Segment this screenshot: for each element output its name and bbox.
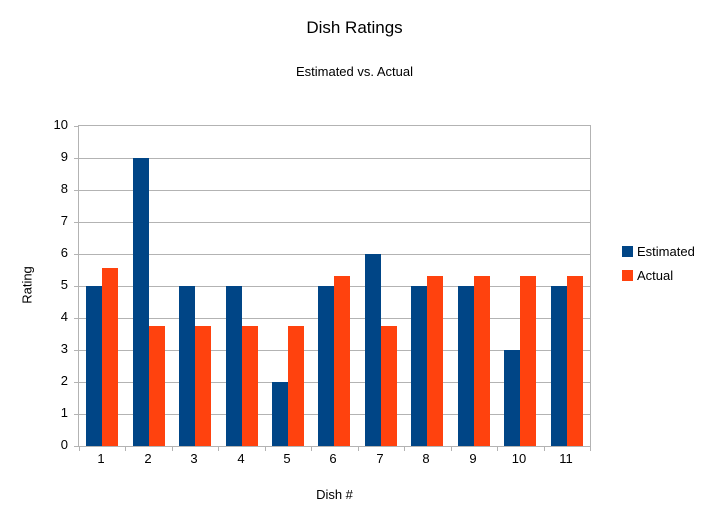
- gridline: [79, 254, 590, 255]
- y-tick-label: 10: [53, 117, 68, 132]
- x-tick-label: 10: [511, 451, 527, 466]
- x-tick-label: 8: [422, 451, 430, 466]
- bar-estimated-10: [504, 350, 520, 446]
- y-axis-tickmark: [74, 446, 78, 447]
- y-axis-tickmark: [74, 318, 78, 319]
- x-axis-tickmark: [218, 447, 219, 451]
- x-axis-tickmark: [590, 447, 591, 451]
- x-axis-tickmark: [451, 447, 452, 451]
- y-axis-tickmark: [74, 286, 78, 287]
- x-axis-tickmark: [172, 447, 173, 451]
- y-tick-label: 3: [60, 341, 68, 356]
- y-axis-tickmark: [74, 126, 78, 127]
- bar-actual-8: [427, 276, 443, 446]
- bar-actual-4: [242, 326, 258, 446]
- y-axis-tickmark: [74, 414, 78, 415]
- x-axis-tickmark: [265, 447, 266, 451]
- legend-swatch-estimated: [622, 246, 633, 257]
- y-axis-tickmark: [74, 254, 78, 255]
- y-axis-tickmark: [74, 350, 78, 351]
- x-tick-label: 6: [329, 451, 337, 466]
- bar-actual-5: [288, 326, 304, 446]
- x-tick-label: 1: [97, 451, 105, 466]
- chart-title: Dish Ratings: [306, 18, 403, 37]
- y-tick-label: 4: [60, 309, 68, 324]
- x-axis-tickmark: [125, 447, 126, 451]
- bar-actual-7: [381, 326, 397, 446]
- bar-actual-10: [520, 276, 536, 446]
- bar-actual-2: [149, 326, 165, 446]
- x-tick-label: 5: [283, 451, 291, 466]
- chart-subtitle: Estimated vs. Actual: [295, 64, 414, 79]
- y-tick-label: 5: [60, 277, 68, 292]
- y-tick-label: 9: [60, 149, 68, 164]
- bar-estimated-8: [411, 286, 427, 446]
- legend-label: Actual: [637, 268, 674, 283]
- bar-estimated-6: [318, 286, 334, 446]
- y-tick-label: 8: [60, 181, 68, 196]
- bar-actual-9: [474, 276, 490, 446]
- gridline: [79, 222, 590, 223]
- x-tick-label: 7: [376, 451, 384, 466]
- y-axis-tickmark: [74, 222, 78, 223]
- gridline: [79, 190, 590, 191]
- y-axis-tickmark: [74, 190, 78, 191]
- x-tick-label: 9: [469, 451, 477, 466]
- x-axis-tickmark: [544, 447, 545, 451]
- x-tick-label: 11: [559, 451, 573, 466]
- legend-item-actual: Actual: [622, 268, 695, 283]
- y-axis-tickmark: [74, 382, 78, 383]
- y-tick-label: 2: [60, 373, 68, 388]
- bar-estimated-4: [226, 286, 242, 446]
- y-axis-tickmark: [74, 158, 78, 159]
- bar-estimated-7: [365, 254, 381, 446]
- legend-label: Estimated: [637, 244, 695, 259]
- legend: Estimated Actual: [622, 244, 695, 292]
- bar-estimated-9: [458, 286, 474, 446]
- x-tick-label: 3: [190, 451, 198, 466]
- x-axis-tickmark: [404, 447, 405, 451]
- x-axis-title: Dish #: [316, 487, 353, 502]
- y-tick-label: 6: [60, 245, 68, 260]
- bar-actual-3: [195, 326, 211, 446]
- bar-estimated-5: [272, 382, 288, 446]
- bar-estimated-3: [179, 286, 195, 446]
- x-tick-label: 4: [237, 451, 245, 466]
- bar-estimated-1: [86, 286, 102, 446]
- x-axis-tickmark: [358, 447, 359, 451]
- x-axis-tickmark: [79, 447, 80, 451]
- y-tick-label: 1: [60, 405, 68, 420]
- x-axis-tickmark: [311, 447, 312, 451]
- bar-estimated-11: [551, 286, 567, 446]
- y-axis-title: Rating: [19, 266, 35, 304]
- x-axis-tickmark: [497, 447, 498, 451]
- legend-item-estimated: Estimated: [622, 244, 695, 259]
- legend-swatch-actual: [622, 270, 633, 281]
- x-tick-label: 2: [144, 451, 152, 466]
- bar-actual-6: [334, 276, 350, 446]
- bar-estimated-2: [133, 158, 149, 446]
- y-tick-label: 7: [60, 213, 68, 228]
- gridline: [79, 158, 590, 159]
- y-tick-label: 0: [60, 437, 68, 452]
- bar-actual-11: [567, 276, 583, 446]
- plot-area: [74, 125, 591, 451]
- bar-actual-1: [102, 268, 118, 446]
